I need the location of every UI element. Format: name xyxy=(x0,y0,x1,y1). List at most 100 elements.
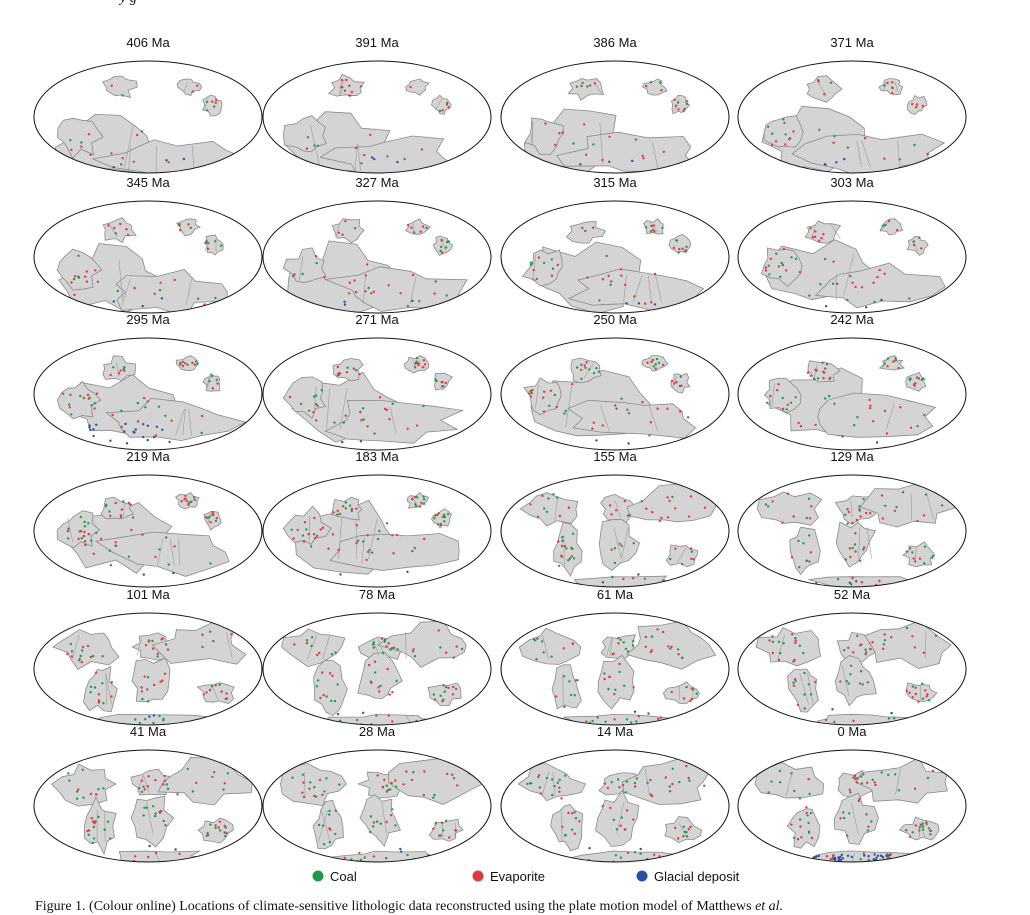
evaporite-point xyxy=(646,361,649,364)
coal-point xyxy=(97,788,100,791)
evaporite-point xyxy=(170,419,173,422)
map-outline xyxy=(262,200,492,314)
plate-boundary xyxy=(298,256,304,281)
evaporite-point xyxy=(662,150,665,153)
evaporite-point xyxy=(334,809,338,812)
map-panel: 101 Ma xyxy=(33,587,263,726)
coal-point xyxy=(439,245,443,249)
continents xyxy=(519,483,719,587)
coal-point xyxy=(93,686,97,689)
evaporite-point xyxy=(854,777,857,781)
glacial-point xyxy=(647,712,650,715)
evaporite-point xyxy=(214,684,217,687)
evaporite-point xyxy=(868,407,872,410)
coal-point xyxy=(894,357,897,360)
header-fragment: y g xyxy=(120,0,137,7)
coal-point xyxy=(193,723,196,725)
evaporite-point xyxy=(592,421,595,424)
evaporite-point xyxy=(414,362,417,365)
panel-title: 41 Ma xyxy=(130,724,167,739)
coal-point xyxy=(790,772,793,775)
continent-shape xyxy=(312,799,344,849)
continent-shape xyxy=(553,522,583,577)
evaporite-point xyxy=(314,419,318,422)
panel-title: 52 Ma xyxy=(834,587,871,602)
glacial-point xyxy=(873,853,876,856)
coal-point xyxy=(375,820,379,823)
continent-shape xyxy=(331,218,365,244)
evaporite-point xyxy=(653,853,656,856)
coal-point xyxy=(832,282,835,285)
glacial-point xyxy=(875,856,878,859)
evaporite-point xyxy=(345,371,349,374)
coal-point xyxy=(330,699,333,703)
evaporite-point xyxy=(380,637,384,640)
evaporite-point xyxy=(571,642,575,645)
coal-point xyxy=(209,630,212,633)
coal-point xyxy=(871,778,874,781)
coal-point xyxy=(622,641,625,644)
coal-point xyxy=(390,647,394,650)
coal-point xyxy=(575,85,579,88)
coal-point xyxy=(547,497,550,500)
coal-point xyxy=(538,786,542,789)
coal-point xyxy=(330,653,334,656)
continent-shape xyxy=(104,397,247,442)
evaporite-point xyxy=(800,836,803,839)
evaporite-point xyxy=(862,852,865,855)
coal-point xyxy=(154,812,157,815)
coal-point xyxy=(819,283,822,286)
evaporite-point xyxy=(781,407,785,410)
evaporite-point xyxy=(874,783,877,787)
coal-point xyxy=(911,685,914,688)
coal-point xyxy=(219,244,223,247)
evaporite-point xyxy=(855,781,859,784)
continent-shape xyxy=(763,377,802,414)
coal-point xyxy=(846,522,849,525)
coal-point xyxy=(553,784,556,788)
coal-point xyxy=(314,795,318,798)
evaporite-point xyxy=(586,276,589,279)
evaporite-point xyxy=(899,406,902,409)
coal-point xyxy=(934,634,938,637)
map-outline xyxy=(33,200,263,314)
evaporite-point xyxy=(621,783,625,787)
evaporite-point xyxy=(411,498,414,501)
map-panel: 14 Ma xyxy=(500,724,730,863)
coal-point xyxy=(764,503,768,506)
continent-shape xyxy=(131,657,171,703)
coal-point xyxy=(616,778,620,781)
evaporite-point xyxy=(878,579,881,583)
evaporite-point xyxy=(655,859,659,862)
coal-point xyxy=(856,416,859,419)
coal-point xyxy=(685,245,688,248)
evaporite-point xyxy=(883,633,886,636)
coal-point xyxy=(387,788,390,792)
evaporite-point xyxy=(90,817,94,820)
evaporite-point xyxy=(544,122,547,125)
evaporite-point xyxy=(661,630,665,634)
continent-shape xyxy=(834,792,879,845)
evaporite-point xyxy=(138,787,141,790)
coal-point xyxy=(553,393,556,397)
evaporite-point xyxy=(91,820,95,823)
glacial-point xyxy=(133,431,136,434)
continents xyxy=(521,218,705,313)
glacial-point xyxy=(888,854,891,857)
coal-point xyxy=(612,818,616,821)
plate-boundary xyxy=(434,98,442,112)
evaporite-point xyxy=(886,365,889,368)
glacial-point xyxy=(182,157,186,161)
evaporite-point xyxy=(642,157,645,160)
evaporite-point xyxy=(66,158,70,161)
evaporite-point xyxy=(916,519,919,523)
coal-point xyxy=(102,787,105,790)
evaporite-point xyxy=(409,85,412,89)
evaporite-point xyxy=(211,775,214,779)
coal-point xyxy=(535,658,538,661)
map-panel: 327 Ma xyxy=(262,175,492,314)
plate-boundary xyxy=(338,517,343,559)
coal-point xyxy=(185,174,187,176)
evaporite-point xyxy=(215,517,218,520)
evaporite-point xyxy=(455,645,458,648)
